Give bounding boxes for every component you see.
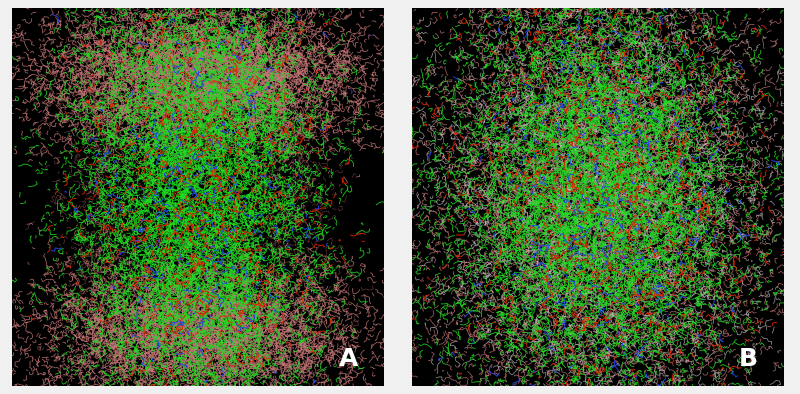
Text: B: B: [739, 347, 758, 371]
Text: A: A: [338, 347, 358, 371]
